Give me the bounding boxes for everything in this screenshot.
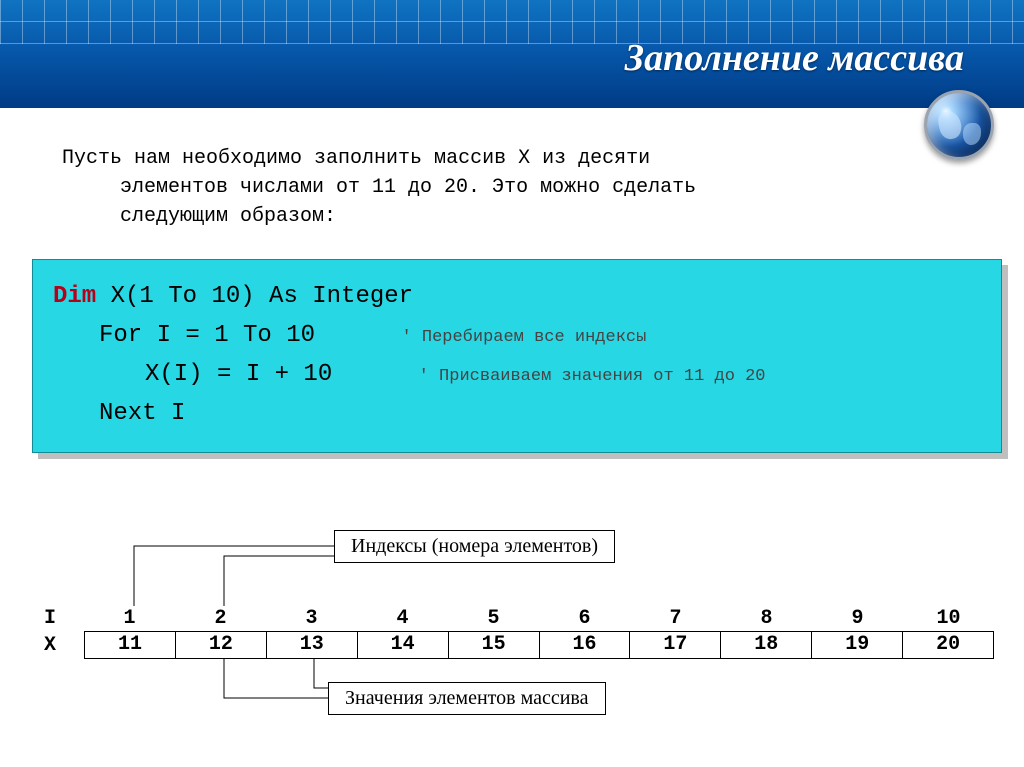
index-cell: 6 <box>539 606 630 631</box>
value-cell: 20 <box>902 631 994 659</box>
value-callout: Значения элементов массива <box>328 682 606 715</box>
page-title: Заполнение массива <box>625 36 964 80</box>
value-cell: 13 <box>266 631 358 659</box>
intro-line: Пусть нам необходимо заполнить массив X … <box>62 144 962 173</box>
intro-text: Пусть нам необходимо заполнить массив X … <box>62 144 962 231</box>
index-cell: 3 <box>266 606 357 631</box>
value-row: X 11121314151617181920 <box>44 631 994 659</box>
code-text: X(I) = I + 10 <box>145 361 332 388</box>
value-cell: 15 <box>448 631 540 659</box>
value-cell: 19 <box>811 631 903 659</box>
code-text: Next I <box>99 400 185 427</box>
code-block: Dim X(1 To 10) As Integer For I = 1 To 1… <box>32 259 1002 453</box>
index-cell: 7 <box>630 606 721 631</box>
code-line: X(I) = I + 10 ' Присваиваем значения от … <box>53 356 991 395</box>
value-cell: 11 <box>84 631 176 659</box>
code-comment: ' Присваиваем значения от 11 до 20 <box>419 367 766 386</box>
index-cell: 5 <box>448 606 539 631</box>
value-cell: 16 <box>539 631 631 659</box>
globe-icon <box>924 90 994 160</box>
value-cell: 12 <box>175 631 267 659</box>
value-row-label: X <box>44 634 84 657</box>
code-keyword: Dim <box>53 283 96 310</box>
code-line: Dim X(1 To 10) As Integer <box>53 278 991 317</box>
intro-line: следующим образом: <box>62 202 962 231</box>
index-row: I 12345678910 <box>44 606 994 631</box>
code-line: Next I <box>53 395 991 434</box>
code-line: For I = 1 To 10 ' Перебираем все индексы <box>53 317 991 356</box>
index-cell: 8 <box>721 606 812 631</box>
code-text: X(1 To 10) As Integer <box>96 283 413 310</box>
index-row-label: I <box>44 607 84 630</box>
index-callout: Индексы (номера элементов) <box>334 530 615 563</box>
header-band: Заполнение массива <box>0 0 1024 108</box>
value-cell: 14 <box>357 631 449 659</box>
index-cell: 10 <box>903 606 994 631</box>
index-cell: 1 <box>84 606 175 631</box>
index-cell: 4 <box>357 606 448 631</box>
value-cell: 17 <box>629 631 721 659</box>
array-wrap: I 12345678910 X 11121314151617181920 <box>44 606 994 659</box>
index-cell: 2 <box>175 606 266 631</box>
intro-line: элементов числами от 11 до 20. Это можно… <box>62 173 962 202</box>
code-text: For I = 1 To 10 <box>99 322 315 349</box>
value-cell: 18 <box>720 631 812 659</box>
index-cell: 9 <box>812 606 903 631</box>
code-comment: ' Перебираем все индексы <box>401 328 646 347</box>
